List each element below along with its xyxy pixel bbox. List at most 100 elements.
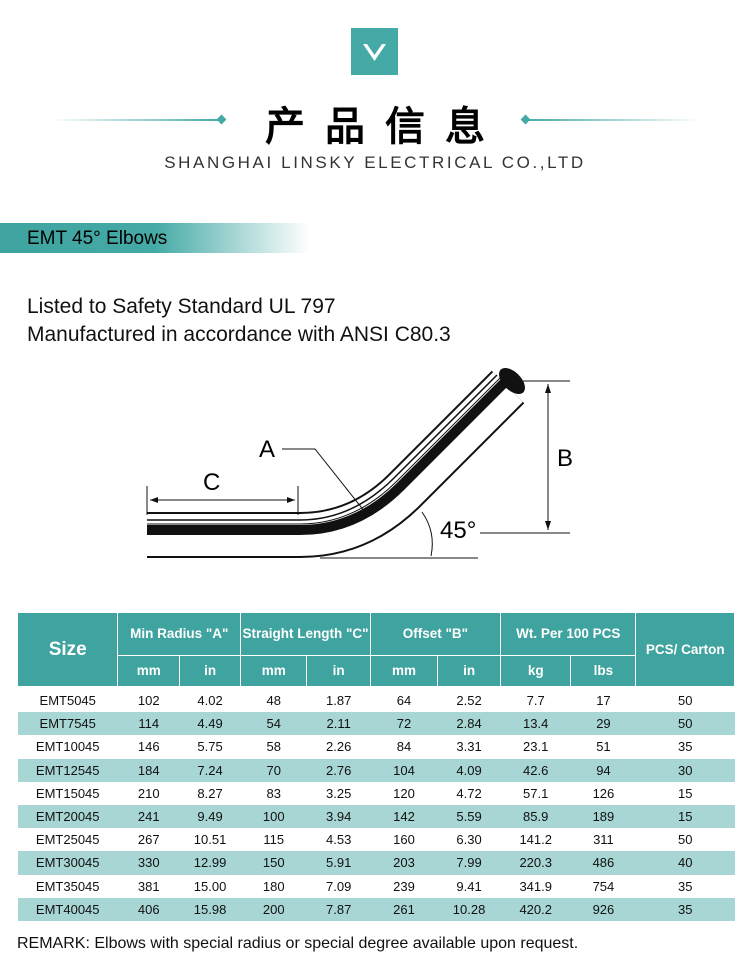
table-row: EMT40045 406 15.98 200 7.87 261 10.28 420.2 926 3… [17,897,735,921]
label-c: C [203,469,220,496]
table-cell: 7.7 [526,693,545,709]
cell-size: EMT15045 [35,785,100,801]
standard-text: Listed to Safety Standard UL 797 [27,295,336,318]
table-cell: 7.09 [326,878,352,894]
page-title: 产品信息 [265,104,505,150]
table-cell: 926 [570,897,636,921]
table-cell: 330 [117,851,180,875]
logo [351,28,398,75]
table-cell: 5.59 [437,804,501,829]
table-cell: 85.9 [500,804,571,829]
table-cell: 7.99 [437,851,501,875]
table-cell: 1.87 [326,693,352,709]
table-row: EMT12545 184 7.24 70 2.76 104 4.09 42.6 94 30 [17,758,735,782]
header-in: in [437,655,502,687]
table-cell: 94 [570,758,636,782]
cell-size: EMT40045 [17,897,118,921]
table-cell: 15 [635,804,735,829]
table-cell: 64 [396,693,412,709]
cell-size: EMT7545 [17,712,118,736]
table-cell: 50 [678,832,693,848]
table-cell: 4.53 [326,832,352,848]
table-row: EMT35045 381 15.00 180 7.09 239 9.41 341.9 754 35 [18,875,735,898]
table-row: EMT5045 102 4.02 48 1.87 64 2.52 7.7 17 50 [18,689,735,712]
section-banner: EMT 45° Elbows [0,223,310,253]
header-weight: Wt. Per 100 PCS [500,612,637,656]
table-cell: 9.41 [456,878,482,894]
table-cell: 4.49 [179,712,241,736]
table-cell: 102 [137,693,160,709]
header-in: in [179,655,242,687]
table-cell: 4.72 [456,785,482,801]
table-cell: 29 [570,712,636,736]
table-cell: 40 [635,851,735,875]
header-min-radius: Min Radius "A" [117,612,242,656]
table-cell: 6.30 [456,832,482,848]
table-cell: 180 [262,878,285,894]
table-cell: 114 [117,712,180,736]
table-cell: 8.27 [197,785,223,801]
table-cell: 267 [137,832,160,848]
cell-size: EMT10045 [35,739,100,755]
table-cell: 2.26 [326,739,352,755]
table-row: EMT10045 146 5.75 58 2.26 84 3.31 23.1 51 35 [18,735,735,758]
divider-right [525,119,700,121]
cell-size: EMT25045 [35,832,100,848]
header-lbs: lbs [570,655,637,687]
table-cell: 7.87 [306,897,371,921]
header-kg: kg [500,655,572,687]
table-cell: 5.91 [306,851,371,875]
table-row: EMT30045 330 12.99 150 5.91 203 7.99 220.3 486 40 [17,851,735,875]
header-mm: mm [369,655,439,687]
spec-table: Size Min Radius "A" Straight Length "C" … [16,612,735,921]
table-cell: 5.75 [197,739,223,755]
cell-size: EMT35045 [35,878,100,894]
table-body: EMT5045 102 4.02 48 1.87 64 2.52 7.7 17 50 EMT7545… [17,687,735,921]
label-b: B [557,445,573,472]
elbow-diagram: C A B 45° [146,368,573,559]
table-cell: 42.6 [500,758,571,782]
table-cell: 4.02 [197,693,223,709]
table-cell: 48 [266,693,281,709]
company-name: SHANGHAI LINSKY ELECTRICAL CO.,LTD [164,153,586,172]
table-cell: 160 [393,832,415,848]
table-cell: 184 [117,758,180,782]
table-cell: 486 [570,851,636,875]
header-pcs-carton: PCS/ Carton [635,612,735,687]
table-cell: 420.2 [500,897,571,921]
table-row: EMT20045 241 9.49 100 3.94 142 5.59 85.9 189 15 [17,804,735,829]
section-title: EMT 45° Elbows [27,228,168,249]
cell-size: EMT12545 [17,758,118,782]
table-cell: 341.9 [519,878,552,894]
divider-left [50,119,222,121]
table-cell: 100 [240,804,307,829]
manufacture-text: Manufactured in accordance with ANSI C80… [27,323,451,346]
table-cell: 84 [396,739,412,755]
table-cell: 51 [596,739,611,755]
header-straight-length: Straight Length "C" [240,612,371,656]
table-cell: 142 [370,804,438,829]
table-cell: 203 [370,851,438,875]
table-cell: 83 [266,785,281,801]
header-offset: Offset "B" [369,612,502,656]
table-cell: 72 [370,712,438,736]
table-cell: 146 [137,739,160,755]
table-cell: 2.52 [456,693,482,709]
header-mm: mm [117,655,181,687]
table-cell: 2.76 [306,758,371,782]
table-cell: 15.98 [179,897,241,921]
table-cell: 50 [635,712,735,736]
table-cell: 15 [678,785,693,801]
table-cell: 200 [240,897,307,921]
table-cell: 261 [370,897,438,921]
table-cell: 17 [596,693,611,709]
cell-size: EMT20045 [17,804,118,829]
cell-size: EMT5045 [39,693,96,709]
table-cell: 23.1 [523,739,549,755]
table-cell: 30 [635,758,735,782]
table-cell: 141.2 [519,832,552,848]
table-cell: 126 [592,785,615,801]
table-cell: 210 [137,785,160,801]
table-cell: 70 [240,758,307,782]
